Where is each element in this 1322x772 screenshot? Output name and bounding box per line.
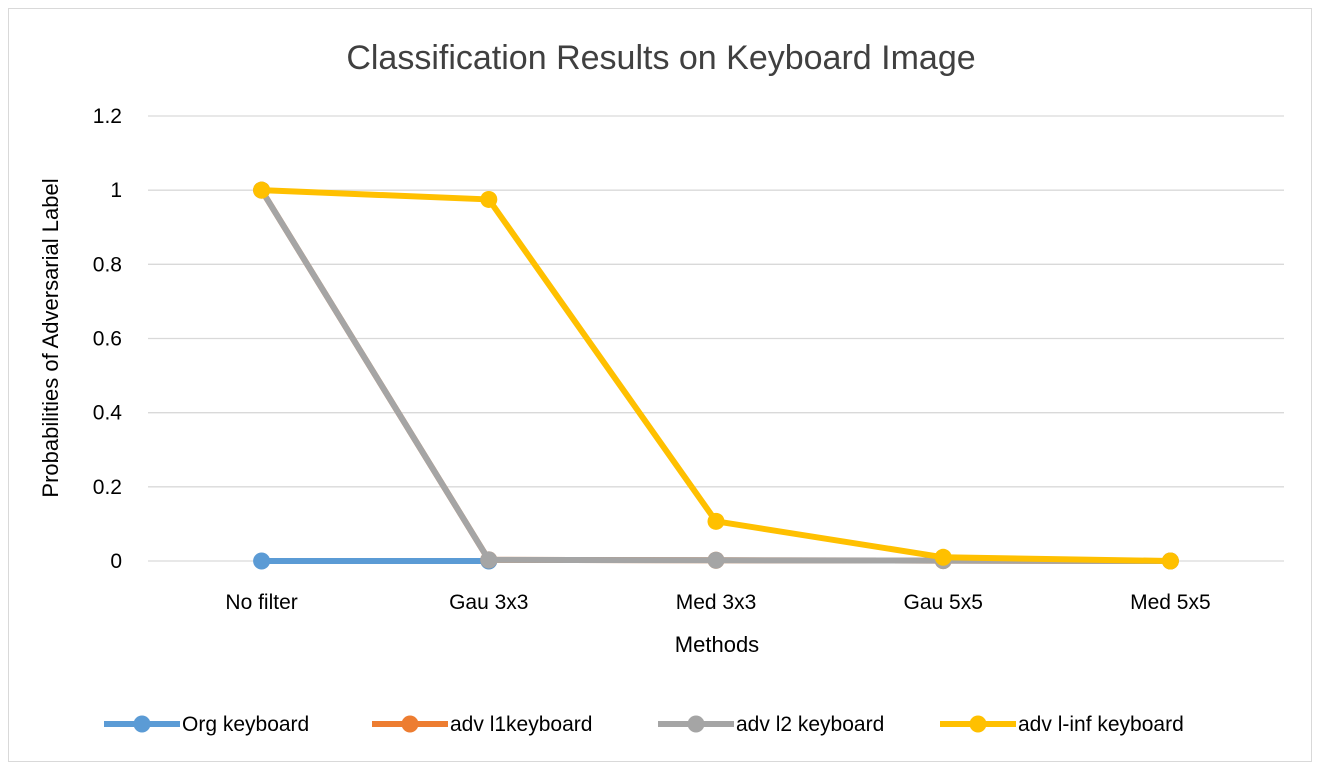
data-point [707,512,725,530]
x-tick-label: No filter [225,591,297,614]
x-tick-label: Gau 3x3 [449,591,528,614]
y-tick-label: 0.6 [93,328,122,351]
legend-swatch-marker [401,715,419,733]
x-axis-ticks: No filter Gau 3x3 Med 3x3 Gau 5x5 Med 5x5 [225,591,1210,614]
data-point [253,552,271,570]
y-tick-label: 0.2 [93,476,122,499]
y-axis-title: Probabilities of Adversarial Label [38,178,63,497]
legend-label: adv l1keyboard [450,713,592,736]
chart-frame [8,8,1312,762]
y-tick-label: 0 [110,550,122,573]
legend: Org keyboard adv l1keyboard adv l2 keyboar… [104,713,1184,736]
legend-item: adv l-inf keyboard [940,713,1184,736]
series-4 [253,181,1179,570]
legend-item: Org keyboard [104,713,309,736]
legend-label: Org keyboard [182,713,309,736]
data-point [1161,552,1179,570]
legend-swatch-marker [969,715,987,733]
x-axis-title: Methods [675,632,759,657]
data-point [253,181,271,199]
data-point [934,548,952,566]
legend-label: adv l-inf keyboard [1018,713,1184,736]
data-point [707,551,725,569]
y-tick-label: 1 [110,179,122,202]
series-line [258,187,1174,564]
y-tick-label: 0.4 [93,402,123,425]
data-point [480,190,498,208]
y-axis-ticks: 0 0.2 0.4 0.6 0.8 1 1.2 [93,105,123,573]
gridlines [148,115,1284,562]
legend-swatch-marker [687,715,705,733]
y-tick-label: 1.2 [93,105,122,128]
series-2 [253,181,1179,570]
series-3 [253,181,1179,570]
x-tick-label: Med 3x3 [676,591,757,614]
legend-item: adv l1keyboard [372,713,592,736]
series-lines [253,181,1179,570]
data-point [480,551,498,569]
legend-label: adv l2 keyboard [736,713,884,736]
x-tick-label: Gau 5x5 [904,591,983,614]
series-line [258,187,1174,564]
series-1 [253,552,498,570]
y-tick-label: 0.8 [93,253,122,276]
x-tick-label: Med 5x5 [1130,591,1211,614]
legend-item: adv l2 keyboard [658,713,884,736]
legend-swatch-marker [133,715,151,733]
chart-title: Classification Results on Keyboard Image [346,39,975,77]
series-line [258,187,1174,564]
